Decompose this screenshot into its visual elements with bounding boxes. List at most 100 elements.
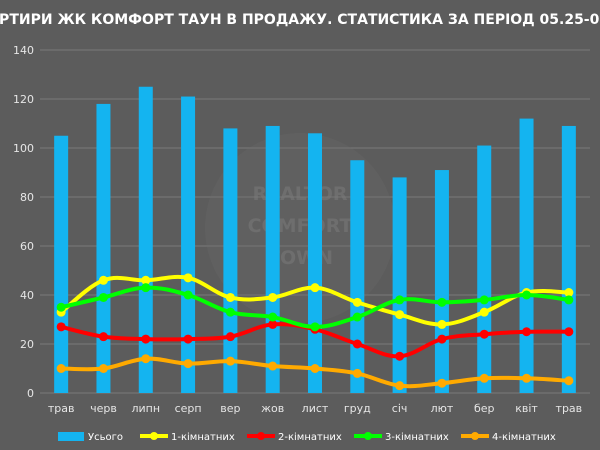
legend-marker (150, 432, 158, 440)
point-3-кімнатних-0 (56, 302, 66, 312)
y-tick-label: 0 (27, 387, 34, 400)
x-tick-label: трав (556, 402, 583, 415)
point-1-кімнатних-5 (268, 292, 278, 302)
point-4-кімнатних-7 (352, 368, 362, 378)
point-4-кімнатних-11 (522, 373, 532, 383)
bar-серп-3 (181, 96, 196, 394)
point-3-кімнатних-4 (225, 307, 235, 317)
legend-item: 4-кімнатних (461, 431, 556, 443)
y-tick-label: 80 (20, 191, 34, 204)
bar-черв-1 (96, 103, 111, 394)
x-tick-label: жов (261, 402, 284, 415)
point-3-кімнатних-11 (522, 290, 532, 300)
bar-січ-8 (392, 177, 407, 393)
point-4-кімнатних-1 (98, 364, 108, 373)
point-3-кімнатних-1 (98, 292, 108, 302)
watermark-circle (205, 133, 395, 323)
point-1-кімнатних-3 (183, 273, 193, 283)
point-2-кімнатних-2 (141, 334, 151, 344)
point-1-кімнатних-4 (225, 292, 235, 302)
point-2-кімнатних-5 (268, 319, 278, 329)
chart-title: КВАРТИРИ ЖК КОМФОРТ ТАУН В ПРОДАЖУ. СТАТ… (0, 12, 600, 28)
point-1-кімнатних-2 (141, 275, 151, 285)
point-3-кімнатних-6 (310, 322, 320, 332)
point-2-кімнатних-3 (183, 334, 193, 344)
legend-marker (364, 432, 372, 440)
point-4-кімнатних-2 (141, 354, 151, 364)
point-1-кімнатних-7 (352, 297, 362, 307)
point-2-кімнатних-7 (352, 339, 362, 349)
x-tick-label: квіт (515, 402, 538, 415)
bar-жов-5 (265, 125, 280, 393)
bar-квіт-11 (519, 118, 534, 393)
y-tick-label: 40 (20, 289, 34, 302)
bar-лют-9 (434, 170, 449, 393)
point-4-кімнатних-6 (310, 364, 320, 373)
x-tick-label: бер (474, 402, 495, 415)
y-tick-label: 120 (13, 93, 34, 106)
point-1-кімнатних-9 (437, 319, 447, 329)
legend-item: 3-кімнатних (354, 431, 449, 443)
point-2-кімнатних-1 (98, 332, 108, 342)
bar-липн-2 (138, 86, 153, 393)
legend-item: 1-кімнатних (140, 431, 235, 443)
y-tick-label: 100 (13, 142, 34, 155)
legend-label: 4-кімнатних (492, 431, 556, 443)
point-4-кімнатних-12 (564, 376, 574, 386)
x-axis-ticks: трав черв липн серп вер жов лист груд січ лют бер к… (48, 402, 582, 415)
point-2-кімнатних-0 (56, 322, 66, 332)
point-4-кімнатних-10 (479, 373, 489, 383)
y-tick-label: 20 (20, 338, 34, 351)
bar-трав-12 (561, 125, 576, 393)
x-tick-label: липн (131, 402, 160, 415)
y-axis-ticks: 0 20 40 60 80 100 120 140 (13, 44, 34, 400)
x-tick-label: серп (175, 402, 202, 415)
x-tick-label: лист (302, 402, 329, 415)
legend-label: Усього (88, 432, 123, 443)
point-2-кімнатних-8 (395, 351, 405, 361)
x-tick-label: груд (344, 402, 371, 415)
line-series (56, 273, 574, 391)
point-4-кімнатних-5 (268, 361, 278, 371)
legend: Усього 1-кімнатних 2-кімнатних 3-кімнатних 4… (58, 431, 556, 443)
x-tick-label: лют (431, 402, 454, 415)
legend-swatch (58, 432, 84, 441)
point-4-кімнатних-0 (56, 364, 66, 373)
point-1-кімнатних-1 (98, 275, 108, 285)
point-1-кімнатних-8 (395, 310, 405, 320)
legend-label: 3-кімнатних (385, 431, 449, 443)
watermark-text: COMFORT (248, 215, 353, 237)
point-4-кімнатних-9 (437, 378, 447, 388)
x-tick-label: січ (392, 402, 408, 415)
bar-лист-6 (308, 133, 322, 394)
bar-трав-0 (54, 135, 69, 393)
point-2-кімнатних-9 (437, 334, 447, 344)
legend-label: 2-кімнатних (278, 431, 342, 443)
point-3-кімнатних-12 (564, 295, 574, 305)
legend-item: Усього (58, 432, 123, 443)
bar-груд-7 (350, 160, 365, 393)
x-tick-label: трав (48, 402, 75, 415)
point-2-кімнатних-10 (479, 329, 489, 339)
point-2-кімнатних-4 (225, 332, 235, 342)
legend-marker (257, 432, 265, 440)
legend-item: 2-кімнатних (247, 431, 342, 443)
point-4-кімнатних-8 (395, 381, 405, 391)
point-3-кімнатних-3 (183, 290, 193, 300)
point-2-кімнатних-12 (564, 327, 574, 337)
legend-marker (471, 432, 479, 440)
point-1-кімнатних-12 (564, 288, 574, 298)
point-2-кімнатних-11 (522, 327, 532, 337)
x-tick-label: вер (220, 402, 240, 415)
point-4-кімнатних-4 (225, 356, 235, 366)
y-tick-label: 60 (20, 240, 34, 253)
bar-бер-10 (477, 145, 492, 393)
y-tick-label: 140 (13, 44, 34, 57)
bar-series (54, 86, 576, 394)
point-1-кімнатних-10 (479, 307, 489, 317)
point-3-кімнатних-8 (395, 295, 405, 305)
point-3-кімнатних-7 (352, 312, 362, 322)
legend-label: 1-кімнатних (171, 431, 235, 443)
bar-вер-4 (223, 128, 238, 393)
